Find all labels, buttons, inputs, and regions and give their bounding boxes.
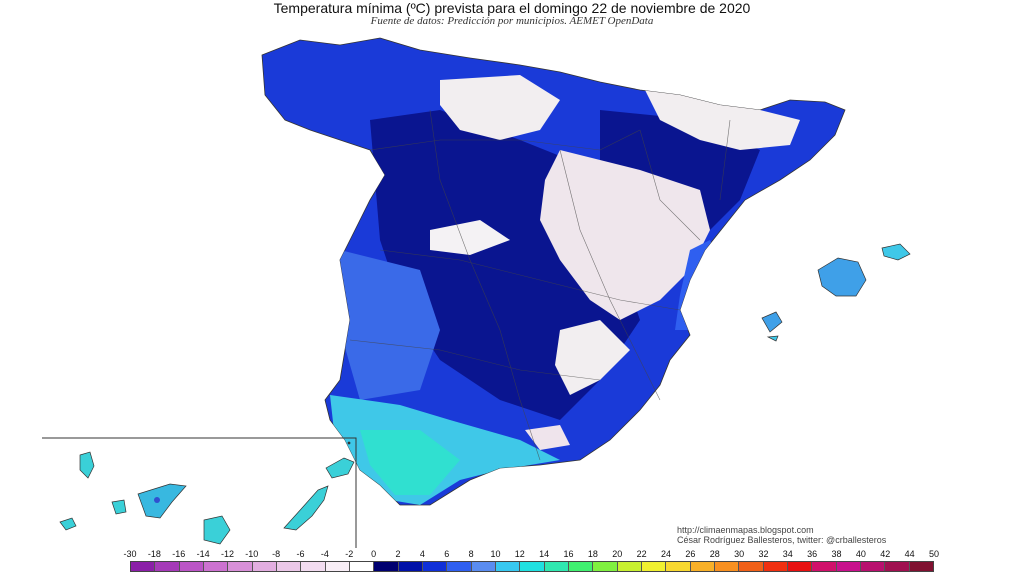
legend-swatch [301,562,326,571]
mallorca-island [817,257,867,297]
legend-tick-label: -10 [245,549,259,559]
legend-tick-label: -2 [345,549,354,559]
legend-tick-label: 16 [563,549,574,559]
cold-north-plateau [440,75,560,140]
cold-south-east [555,320,630,395]
legend-tick-label: 4 [419,549,425,559]
legend-swatch [787,562,813,571]
legend-swatch [203,562,229,571]
legend-tick-label: 28 [709,549,720,559]
legend-tick-label: 8 [468,549,474,559]
legend-tick-label: 34 [782,549,793,559]
legend-swatch [714,562,740,571]
legend-tick-label: 50 [928,549,940,559]
legend-tick-label: 0 [371,549,377,559]
legend-swatch [471,562,496,571]
legend-swatch [836,562,861,571]
legend-swatch [398,562,423,571]
legend-tick-label: 42 [880,549,891,559]
map-credits: http://climaenmapas.blogspot.com César R… [677,525,886,545]
andalusian-coast-zone [360,430,460,495]
temperature-map [42,37,911,548]
legend-tick-label: 6 [444,549,450,559]
legend-tick-label: 18 [587,549,598,559]
legend-tick-label: -12 [220,549,234,559]
legend-swatch [544,562,569,571]
legend-swatch [812,562,837,571]
legend-swatch [666,562,691,571]
legend-swatch [252,562,277,571]
legend-swatch [909,562,933,571]
legend-tick-label: 10 [490,549,501,559]
legend-tick-label: -8 [272,549,281,559]
legend-swatch [155,562,180,571]
inset-marker [347,441,351,445]
legend-swatch [520,562,545,571]
legend-tick-label: -16 [172,549,186,559]
legend-tick-label: 12 [514,549,525,559]
cold-sierra-nevada [525,425,570,450]
la-palma-island [79,451,95,479]
tenerife-island [137,483,187,519]
fuerteventura-island [283,485,329,531]
cold-iberian-zone [540,150,710,320]
legend-swatch [568,562,594,571]
lanzarote-island [325,457,355,479]
formentera-island [766,335,779,342]
menorca-island [881,243,911,261]
region-boundaries [349,109,731,461]
legend-tick-label: -30 [123,549,137,559]
legend-tick-label: 22 [636,549,647,559]
cold-pyrenees [640,80,800,150]
legend-swatch [495,562,521,571]
legend-swatch [131,562,156,571]
legend-swatch [860,562,886,571]
legend-swatch [885,562,910,571]
legend-tick-label: 36 [807,549,818,559]
legend-tick-label: -6 [296,549,305,559]
legend-tick-label: 26 [685,549,696,559]
legend-swatch [179,562,204,571]
teide-peak [154,497,160,503]
canary-islands [59,451,355,545]
legend-tick-label: 2 [395,549,401,559]
gran-canaria-island [203,515,231,545]
legend-swatch [447,562,472,571]
legend-swatch [739,562,764,571]
legend-swatch [374,562,399,571]
legend-tick-label: 40 [855,549,866,559]
legend-tick-label: 44 [904,549,915,559]
legend-swatch [641,562,667,571]
legend-tick-label: 24 [660,549,672,559]
legend-labels: -30 -18 -16 -14 -12 -10 -8 -6 -4 -2 0 2 4 6 8 10 12 14 16 1… [0,549,1024,561]
legend-swatch [325,562,350,571]
west-light-zone [340,250,440,400]
legend-swatch [228,562,253,571]
legend-tick-label: 20 [612,549,623,559]
cold-central-system [430,220,510,255]
color-legend [130,561,934,572]
la-gomera-island [111,499,127,515]
el-hierro-island [59,517,77,531]
legend-swatch [617,562,642,571]
legend-tick-label: 38 [831,549,842,559]
map-title: Temperatura mínima (ºC) prevista para el… [273,0,751,16]
legend-swatch [690,562,715,571]
legend-swatch [593,562,618,571]
legend-swatch [422,562,448,571]
map-subtitle: Fuente de datos: Predicción por municipi… [370,15,654,27]
legend-tick-label: -4 [320,549,329,559]
credits-author: César Rodríguez Ballesteros, twitter: @c… [677,535,887,545]
legend-tick-label: -18 [147,549,161,559]
legend-swatch [763,562,788,571]
legend-swatch [276,562,302,571]
ibiza-island [761,311,783,333]
canary-inset-frame [42,437,357,548]
credits-url: http://climaenmapas.blogspot.com [677,525,814,535]
legend-tick-label: 30 [734,549,745,559]
legend-tick-label: 32 [758,549,769,559]
legend-tick-label: -14 [196,549,210,559]
legend-swatch [349,562,375,571]
legend-tick-label: 14 [539,549,550,559]
